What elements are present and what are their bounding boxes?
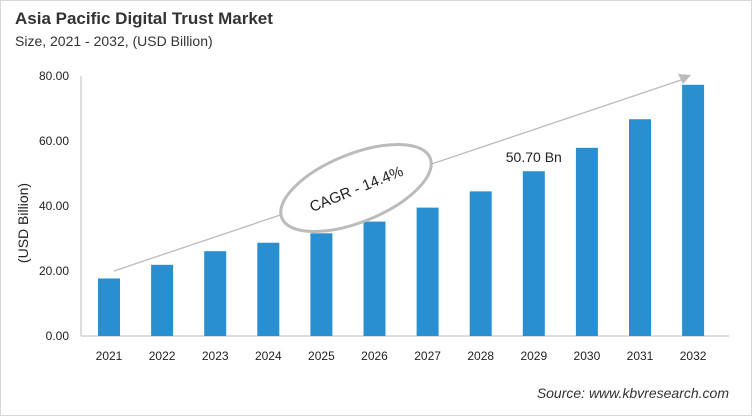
x-tick-label: 2022 [149, 349, 176, 363]
y-axis-label: (USD Billion) [15, 183, 31, 263]
x-tick-label: 2028 [467, 349, 494, 363]
bar-2021 [98, 278, 120, 336]
x-tick-label: 2025 [308, 349, 335, 363]
cagr-ellipse [279, 143, 433, 233]
y-tick-label: 20.00 [39, 264, 69, 278]
y-tick-label: 40.00 [39, 199, 69, 213]
y-tick-label: 80.00 [39, 69, 69, 83]
chart-subtitle: Size, 2021 - 2032, (USD Billion) [15, 33, 213, 49]
y-tick-label: 0.00 [46, 329, 70, 343]
x-tick-label: 2024 [255, 349, 282, 363]
x-tick-label: 2026 [361, 349, 388, 363]
x-tick-label: 2030 [574, 349, 601, 363]
x-tick-label: 2029 [520, 349, 547, 363]
chart-title: Asia Pacific Digital Trust Market [15, 9, 273, 28]
bar-2027 [416, 207, 439, 336]
bar-2026 [363, 221, 386, 336]
bar-2023 [204, 251, 227, 336]
bar-2025 [310, 233, 333, 336]
bar-2029 [522, 171, 545, 336]
bar-2022 [151, 264, 174, 336]
x-tick-label: 2031 [627, 349, 654, 363]
bar-2031 [629, 119, 651, 336]
x-tick-label: 2027 [414, 349, 441, 363]
x-tick-label: 2021 [96, 349, 123, 363]
x-tick-label: 2032 [680, 349, 707, 363]
bar-2028 [469, 191, 492, 336]
x-tick-label: 2023 [202, 349, 229, 363]
bar-2024 [257, 242, 280, 336]
source-note: Source: www.kbvresearch.com [536, 385, 729, 401]
trend-arrowhead [678, 74, 691, 84]
y-tick-label: 60.00 [39, 134, 69, 148]
value-label: 50.70 Bn [506, 149, 562, 165]
bar-2032 [682, 84, 705, 337]
bar-2030 [575, 147, 598, 336]
